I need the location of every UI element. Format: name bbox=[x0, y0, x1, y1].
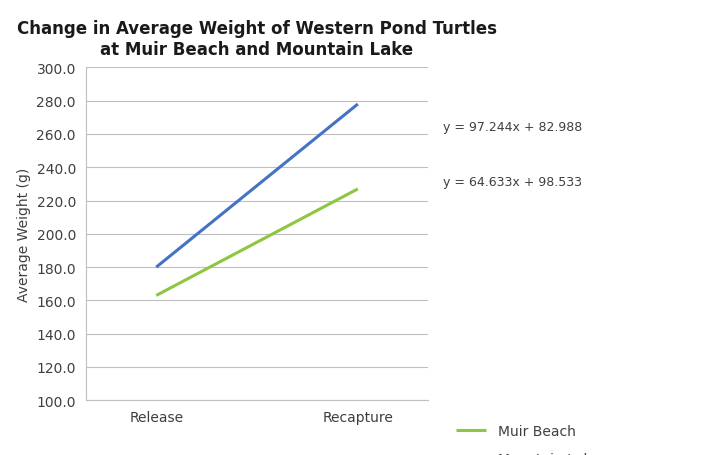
Mountain Lake bbox=[152, 265, 161, 270]
Muir Beach bbox=[152, 293, 161, 298]
Muir Beach bbox=[353, 187, 362, 192]
Y-axis label: Average Weight (g): Average Weight (g) bbox=[16, 167, 31, 301]
Text: y = 64.633x + 98.533: y = 64.633x + 98.533 bbox=[443, 176, 582, 188]
Title: Change in Average Weight of Western Pond Turtles
at Muir Beach and Mountain Lake: Change in Average Weight of Western Pond… bbox=[17, 20, 497, 58]
Legend: Muir Beach, Mountain Lake: Muir Beach, Mountain Lake bbox=[456, 424, 599, 455]
Line: Muir Beach: Muir Beach bbox=[156, 189, 358, 296]
Mountain Lake bbox=[353, 102, 362, 107]
Line: Mountain Lake: Mountain Lake bbox=[156, 105, 358, 268]
Text: y = 97.244x + 82.988: y = 97.244x + 82.988 bbox=[443, 121, 582, 134]
